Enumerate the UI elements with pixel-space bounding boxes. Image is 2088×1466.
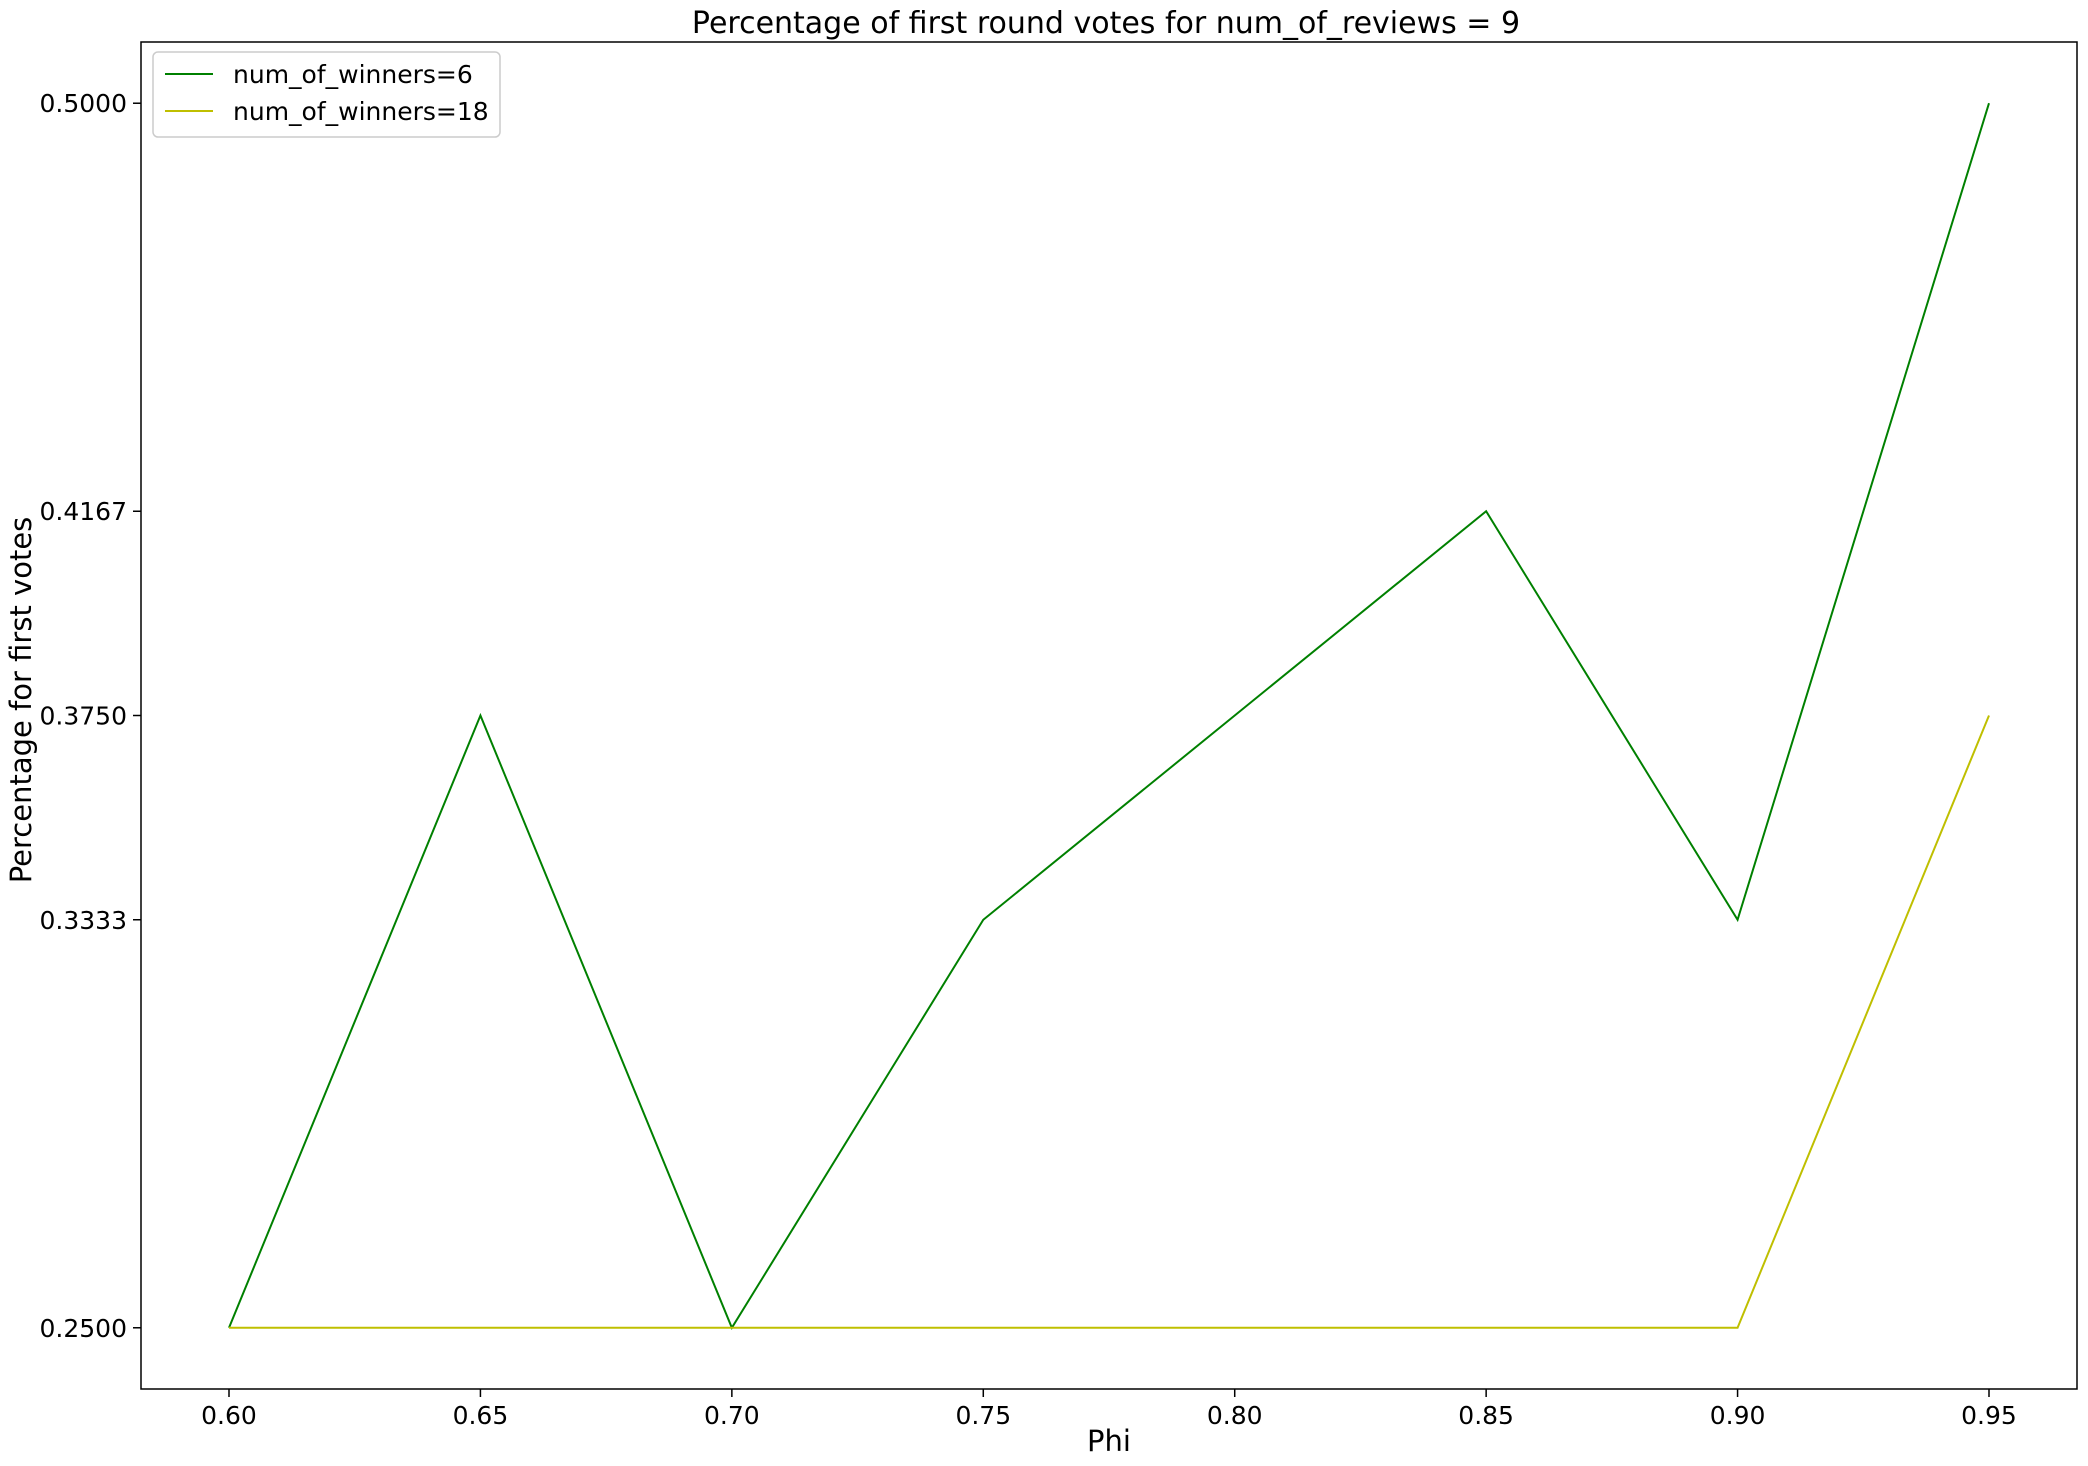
legend-label-1: num_of_winners=6	[233, 60, 473, 89]
x-tick-label: 0.90	[1710, 1401, 1766, 1430]
legend-entries: num_of_winners=6 num_of_winners=18	[165, 60, 489, 126]
legend-box	[152, 51, 501, 138]
x-axis-label: Phi	[1087, 1424, 1131, 1458]
y-tick-label: 0.3750	[40, 702, 127, 731]
y-tick-label: 0.3333	[40, 906, 127, 935]
series-line-1	[228, 102, 1990, 1330]
series-line-2	[229, 715, 1990, 1329]
x-tick-label: 0.60	[201, 1401, 257, 1430]
x-tick-label: 0.95	[1961, 1401, 2017, 1430]
legend-label-2: num_of_winners=18	[233, 97, 489, 126]
plot-area: 0.60 0.65 0.70 0.75 0.80 0.85 0.90 0.95 0.25000…	[40, 41, 2078, 1430]
y-tick-label: 0.5000	[40, 89, 127, 118]
x-tick-label: 0.65	[453, 1401, 509, 1430]
legend: num_of_winners=6 num_of_winners=18	[152, 51, 501, 138]
y-tick-label: 0.4167	[40, 497, 127, 526]
y-axis-ticks: 0.2500 0.3333 0.3750 0.4167 0.5000	[40, 89, 141, 1343]
y-tick-label: 0.2500	[40, 1314, 127, 1343]
x-tick-label: 0.80	[1207, 1401, 1263, 1430]
x-tick-label: 0.75	[955, 1401, 1011, 1430]
series-lines	[228, 102, 1990, 1330]
x-tick-label: 0.85	[1458, 1401, 1514, 1430]
x-tick-label: 0.70	[704, 1401, 760, 1430]
chart-title: Percentage of first round votes for num_…	[692, 6, 1520, 41]
x-axis-ticks: 0.60 0.65 0.70 0.75 0.80 0.85 0.90 0.95	[201, 1389, 2017, 1430]
y-axis-label: Percentage for first votes	[4, 517, 38, 884]
